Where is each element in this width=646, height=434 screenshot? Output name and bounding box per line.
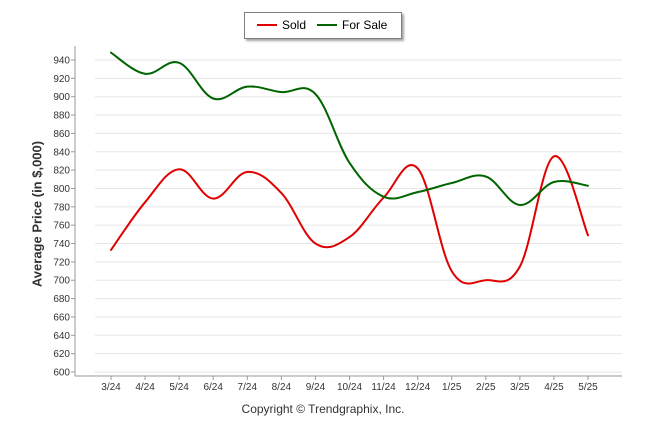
x-tick-label: 4/25 xyxy=(544,382,564,393)
series-line-for-sale[interactable] xyxy=(110,51,589,206)
x-tick-label: 5/25 xyxy=(578,382,598,393)
series-line-sold[interactable] xyxy=(110,155,589,285)
y-tick-label: 940 xyxy=(53,56,70,67)
x-tick-label: 4/24 xyxy=(135,382,155,393)
x-tick-labels: 3/24 4/24 5/24 6/24 7/24 8/24 9/24 10/24 11/24 12… xyxy=(101,376,598,393)
y-tick-label: 700 xyxy=(53,276,70,287)
legend-item-for-sale[interactable]: For Sale xyxy=(317,18,387,32)
axes xyxy=(74,46,622,377)
y-tick-label: 880 xyxy=(53,111,70,122)
y-tick-label: 920 xyxy=(53,74,70,85)
y-tick-label: 780 xyxy=(53,202,70,213)
y-tick-label: 860 xyxy=(53,129,70,140)
x-tick-label: 5/24 xyxy=(169,382,189,393)
y-tick-label: 760 xyxy=(53,221,70,232)
grid-lines xyxy=(95,59,622,373)
y-tick-label: 600 xyxy=(53,368,70,379)
y-tick-label: 900 xyxy=(53,92,70,103)
x-tick-label: 2/25 xyxy=(476,382,496,393)
y-axis-label: Average Price (in $,000) xyxy=(29,140,45,288)
x-tick-label: 3/25 xyxy=(510,382,530,393)
y-tick-label: 820 xyxy=(53,166,70,177)
x-tick-label: 8/24 xyxy=(272,382,292,393)
legend: Sold For Sale xyxy=(244,12,402,39)
x-tick-label: 12/24 xyxy=(405,382,430,393)
series-lines xyxy=(110,51,589,285)
y-tick-label: 660 xyxy=(53,312,70,323)
y-tick-label: 640 xyxy=(53,331,70,342)
copyright-footer: Copyright © Trendgraphix, Inc. xyxy=(241,402,405,416)
x-tick-label: 1/25 xyxy=(442,382,462,393)
y-tick-label: 720 xyxy=(53,257,70,268)
x-tick-label: 7/24 xyxy=(238,382,258,393)
y-tick-label: 840 xyxy=(53,147,70,158)
x-tick-label: 6/24 xyxy=(203,382,223,393)
legend-label-for-sale: For Sale xyxy=(342,18,388,32)
y-tick-labels: 600 620 640 660 680 700 720 740 760 780 800 820 840 8… xyxy=(53,56,75,379)
y-tick-label: 800 xyxy=(53,184,70,195)
y-tick-label: 620 xyxy=(53,349,70,360)
legend-label-sold: Sold xyxy=(282,18,307,32)
y-tick-label: 680 xyxy=(53,294,70,305)
x-tick-label: 9/24 xyxy=(306,382,326,393)
legend-swatch-sold xyxy=(257,24,277,26)
x-tick-label: 10/24 xyxy=(337,382,362,393)
y-tick-label: 740 xyxy=(53,239,70,250)
legend-item-sold[interactable]: Sold xyxy=(257,18,306,32)
x-tick-label: 3/24 xyxy=(101,382,121,393)
legend-swatch-for-sale xyxy=(317,24,337,26)
x-tick-label: 11/24 xyxy=(371,382,396,393)
